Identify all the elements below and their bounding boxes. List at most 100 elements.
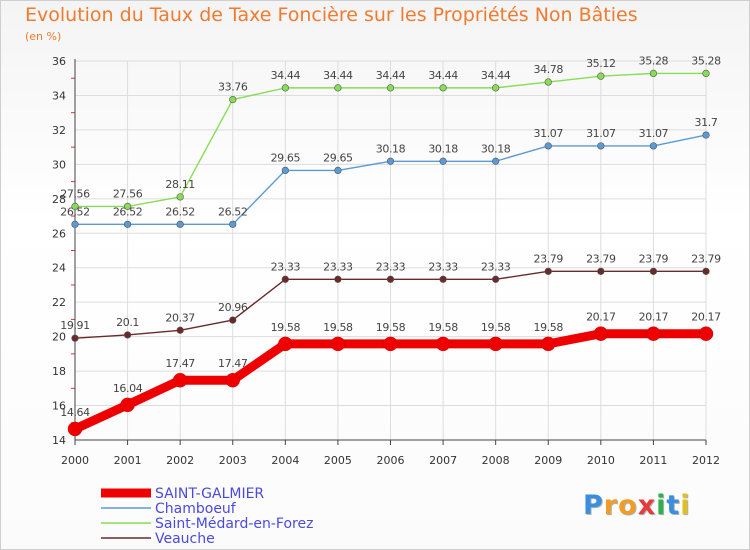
data-point bbox=[281, 166, 289, 174]
data-label: 30.18 bbox=[428, 142, 458, 155]
legend-label: Saint-Médard-en-Forez bbox=[155, 516, 313, 532]
data-label: 20.96 bbox=[218, 301, 248, 314]
y-tick-label: 22 bbox=[52, 296, 66, 309]
data-point bbox=[123, 220, 132, 228]
data-label: 20.17 bbox=[639, 311, 669, 324]
data-label: 31.07 bbox=[639, 127, 669, 140]
x-tick-label: 2010 bbox=[587, 454, 615, 467]
x-tick-label: 2005 bbox=[324, 454, 352, 467]
y-tick-label: 26 bbox=[52, 227, 66, 240]
data-label: 20.37 bbox=[165, 311, 195, 324]
data-label: 29.65 bbox=[323, 151, 353, 164]
x-tick-label: 2007 bbox=[429, 454, 457, 467]
data-point bbox=[439, 275, 447, 283]
data-label: 23.33 bbox=[323, 260, 353, 273]
data-point bbox=[386, 275, 395, 283]
data-label: 27.56 bbox=[113, 187, 143, 200]
y-tick-label: 24 bbox=[52, 262, 66, 275]
data-point bbox=[488, 336, 503, 352]
data-label: 23.79 bbox=[691, 252, 721, 265]
data-point bbox=[123, 331, 132, 339]
series-lines bbox=[67, 69, 714, 437]
data-label: 35.28 bbox=[691, 54, 721, 67]
data-label: 23.33 bbox=[376, 260, 406, 273]
data-point bbox=[71, 202, 79, 210]
y-tick-label: 36 bbox=[52, 55, 66, 68]
data-point bbox=[597, 72, 605, 80]
data-point bbox=[229, 220, 237, 228]
data-label: 20.17 bbox=[586, 311, 616, 324]
data-label: 31.7 bbox=[695, 116, 718, 129]
data-label: 30.18 bbox=[376, 142, 406, 155]
data-label: 19.58 bbox=[271, 321, 301, 334]
data-label: 23.33 bbox=[271, 260, 301, 273]
data-point bbox=[698, 326, 714, 341]
legend-label: Chamboeuf bbox=[155, 501, 237, 517]
data-point bbox=[544, 78, 552, 86]
x-tick-label: 2006 bbox=[377, 454, 405, 467]
x-tick-label: 2004 bbox=[271, 454, 299, 467]
axes: 14 16 18 20 22 24 26 28 30 32 34 36 2000 2001 2002 2003… bbox=[52, 55, 720, 467]
data-label: 23.79 bbox=[534, 252, 564, 265]
data-label: 31.07 bbox=[586, 127, 616, 140]
y-tick-label: 20 bbox=[52, 331, 66, 344]
data-point bbox=[492, 157, 500, 165]
data-point bbox=[702, 267, 710, 275]
y-tick-label: 32 bbox=[52, 124, 66, 137]
proxiti-logo: Proxiti bbox=[583, 490, 691, 521]
unit-label: (en %) bbox=[25, 30, 62, 43]
data-label: 23.33 bbox=[428, 260, 458, 273]
data-label: 23.79 bbox=[639, 252, 669, 265]
data-point bbox=[544, 142, 552, 150]
data-label: 27.56 bbox=[60, 187, 90, 200]
data-point bbox=[649, 267, 658, 275]
y-tick-label: 14 bbox=[52, 434, 66, 447]
data-label: 31.07 bbox=[534, 127, 564, 140]
logo-letter: i bbox=[656, 490, 667, 521]
data-point bbox=[67, 421, 83, 437]
data-label: 34.44 bbox=[323, 69, 353, 82]
logo-letter: r bbox=[603, 490, 619, 521]
data-point bbox=[334, 275, 342, 283]
data-label: 29.65 bbox=[271, 151, 301, 164]
logo-letter: o bbox=[618, 490, 638, 521]
data-point bbox=[439, 84, 447, 92]
logo-letter: i bbox=[680, 490, 691, 521]
data-label: 28.11 bbox=[165, 178, 195, 191]
data-point bbox=[541, 336, 556, 352]
data-point bbox=[176, 326, 184, 334]
data-point bbox=[435, 336, 451, 352]
x-tick-label: 2012 bbox=[692, 454, 720, 467]
data-label: 23.79 bbox=[586, 252, 616, 265]
x-tick-label: 2001 bbox=[114, 454, 142, 467]
data-label: 19.58 bbox=[376, 321, 406, 334]
x-tick-label: 2002 bbox=[166, 454, 194, 467]
x-tick-label: 2003 bbox=[219, 454, 247, 467]
data-label: 34.44 bbox=[271, 69, 301, 82]
chart-title: Evolution du Taux de Taxe Foncière sur l… bbox=[25, 4, 638, 26]
data-point bbox=[120, 397, 135, 413]
data-label: 23.33 bbox=[481, 260, 511, 273]
x-tick-label: 2009 bbox=[534, 454, 562, 467]
data-label: 19.58 bbox=[534, 321, 564, 334]
data-point bbox=[597, 142, 605, 150]
legend[interactable]: SAINT-GALMIERChamboeufSaint-Médard-en-Fo… bbox=[101, 486, 313, 547]
x-tick-label: 2000 bbox=[61, 454, 89, 467]
logo-letter: P bbox=[583, 490, 604, 521]
data-point bbox=[702, 69, 710, 78]
data-label: 19.91 bbox=[60, 319, 90, 332]
data-label: 19.58 bbox=[323, 321, 353, 334]
data-point bbox=[225, 372, 240, 388]
data-labels: 14.64 16.04 17.47 17.47 19.58 19.58 19.58 19.58… bbox=[60, 54, 721, 419]
data-label: 26.52 bbox=[113, 205, 143, 218]
data-label: 34.44 bbox=[428, 69, 458, 82]
legend-label: SAINT-GALMIER bbox=[155, 486, 264, 502]
data-point bbox=[334, 84, 342, 92]
data-point bbox=[330, 336, 346, 352]
data-point bbox=[649, 69, 658, 78]
data-point bbox=[544, 267, 552, 275]
data-point bbox=[386, 157, 395, 165]
data-label: 30.18 bbox=[481, 142, 511, 155]
